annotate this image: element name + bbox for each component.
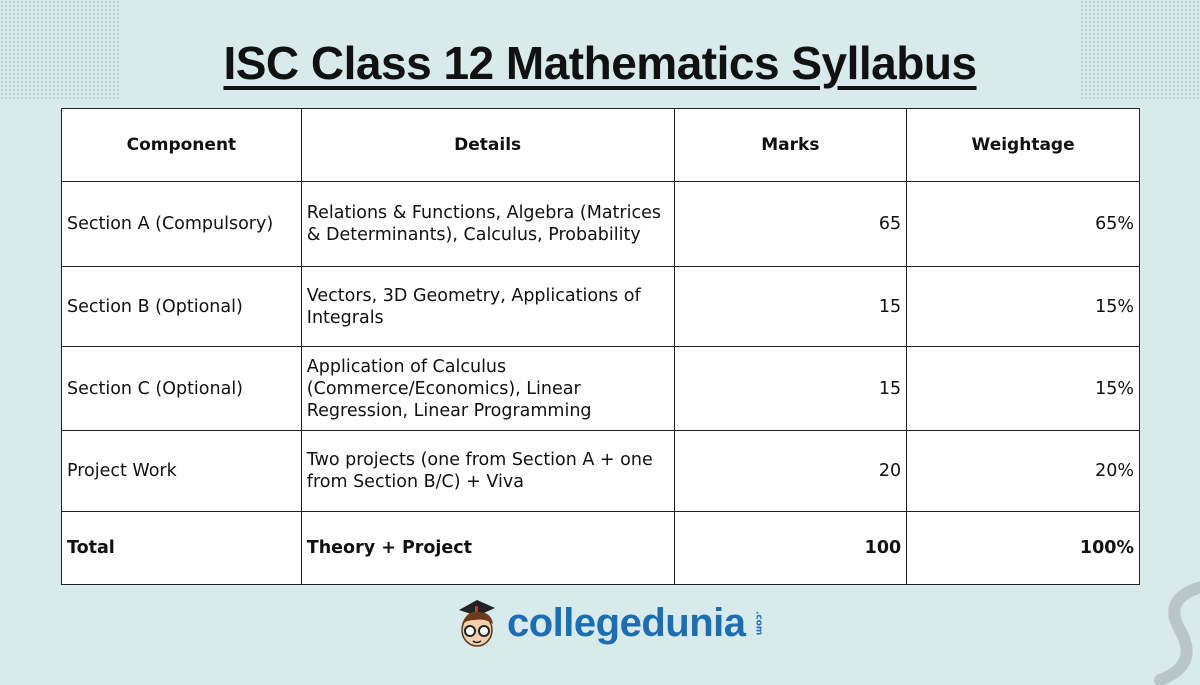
table-total-row: Total Theory + Project 100 100% [61, 511, 1140, 585]
cell-weightage: 15% [906, 266, 1140, 347]
total-weightage: 100% [906, 511, 1140, 585]
cell-marks: 15 [673, 266, 908, 347]
cell-component: Section B (Optional) [61, 266, 302, 347]
cell-component: Section C (Optional) [61, 346, 302, 431]
cell-marks: 20 [673, 430, 908, 512]
logo-suffix: .com [753, 610, 764, 636]
syllabus-table: Component Details Marks Weightage Sectio… [61, 108, 1140, 585]
header-component: Component [61, 108, 302, 182]
cell-details: Vectors, 3D Geometry, Applications of In… [300, 266, 675, 347]
decorative-map-dots-right [1080, 0, 1200, 100]
total-marks: 100 [673, 511, 908, 585]
table-row: Section B (Optional) Vectors, 3D Geometr… [61, 266, 1140, 347]
table-header-row: Component Details Marks Weightage [61, 108, 1140, 182]
cell-weightage: 15% [906, 346, 1140, 431]
cell-component: Project Work [61, 430, 302, 512]
header-weightage: Weightage [906, 108, 1140, 182]
cell-details: Application of Calculus (Commerce/Econom… [300, 346, 675, 431]
table-row: Section C (Optional) Application of Calc… [61, 346, 1140, 431]
page-title: ISC Class 12 Mathematics Syllabus [223, 37, 977, 89]
cell-details: Relations & Functions, Algebra (Matrices… [300, 181, 675, 267]
cell-details: Two projects (one from Section A + one f… [300, 430, 675, 512]
cell-weightage: 20% [906, 430, 1140, 512]
cell-marks: 15 [673, 346, 908, 431]
logo-text: collegedunia [507, 600, 746, 645]
decorative-map-dots-left [0, 0, 120, 100]
total-details: Theory + Project [300, 511, 675, 585]
decorative-curve [1154, 581, 1200, 685]
header-details: Details [300, 108, 675, 182]
table-row: Section A (Compulsory) Relations & Funct… [61, 181, 1140, 267]
cell-marks: 65 [673, 181, 908, 267]
mascot-icon [459, 600, 495, 647]
collegedunia-logo: collegedunia .com [455, 598, 764, 648]
header-marks: Marks [673, 108, 908, 182]
cell-weightage: 65% [906, 181, 1140, 267]
total-label: Total [61, 511, 302, 585]
cell-component: Section A (Compulsory) [61, 181, 302, 267]
table-row: Project Work Two projects (one from Sect… [61, 430, 1140, 512]
